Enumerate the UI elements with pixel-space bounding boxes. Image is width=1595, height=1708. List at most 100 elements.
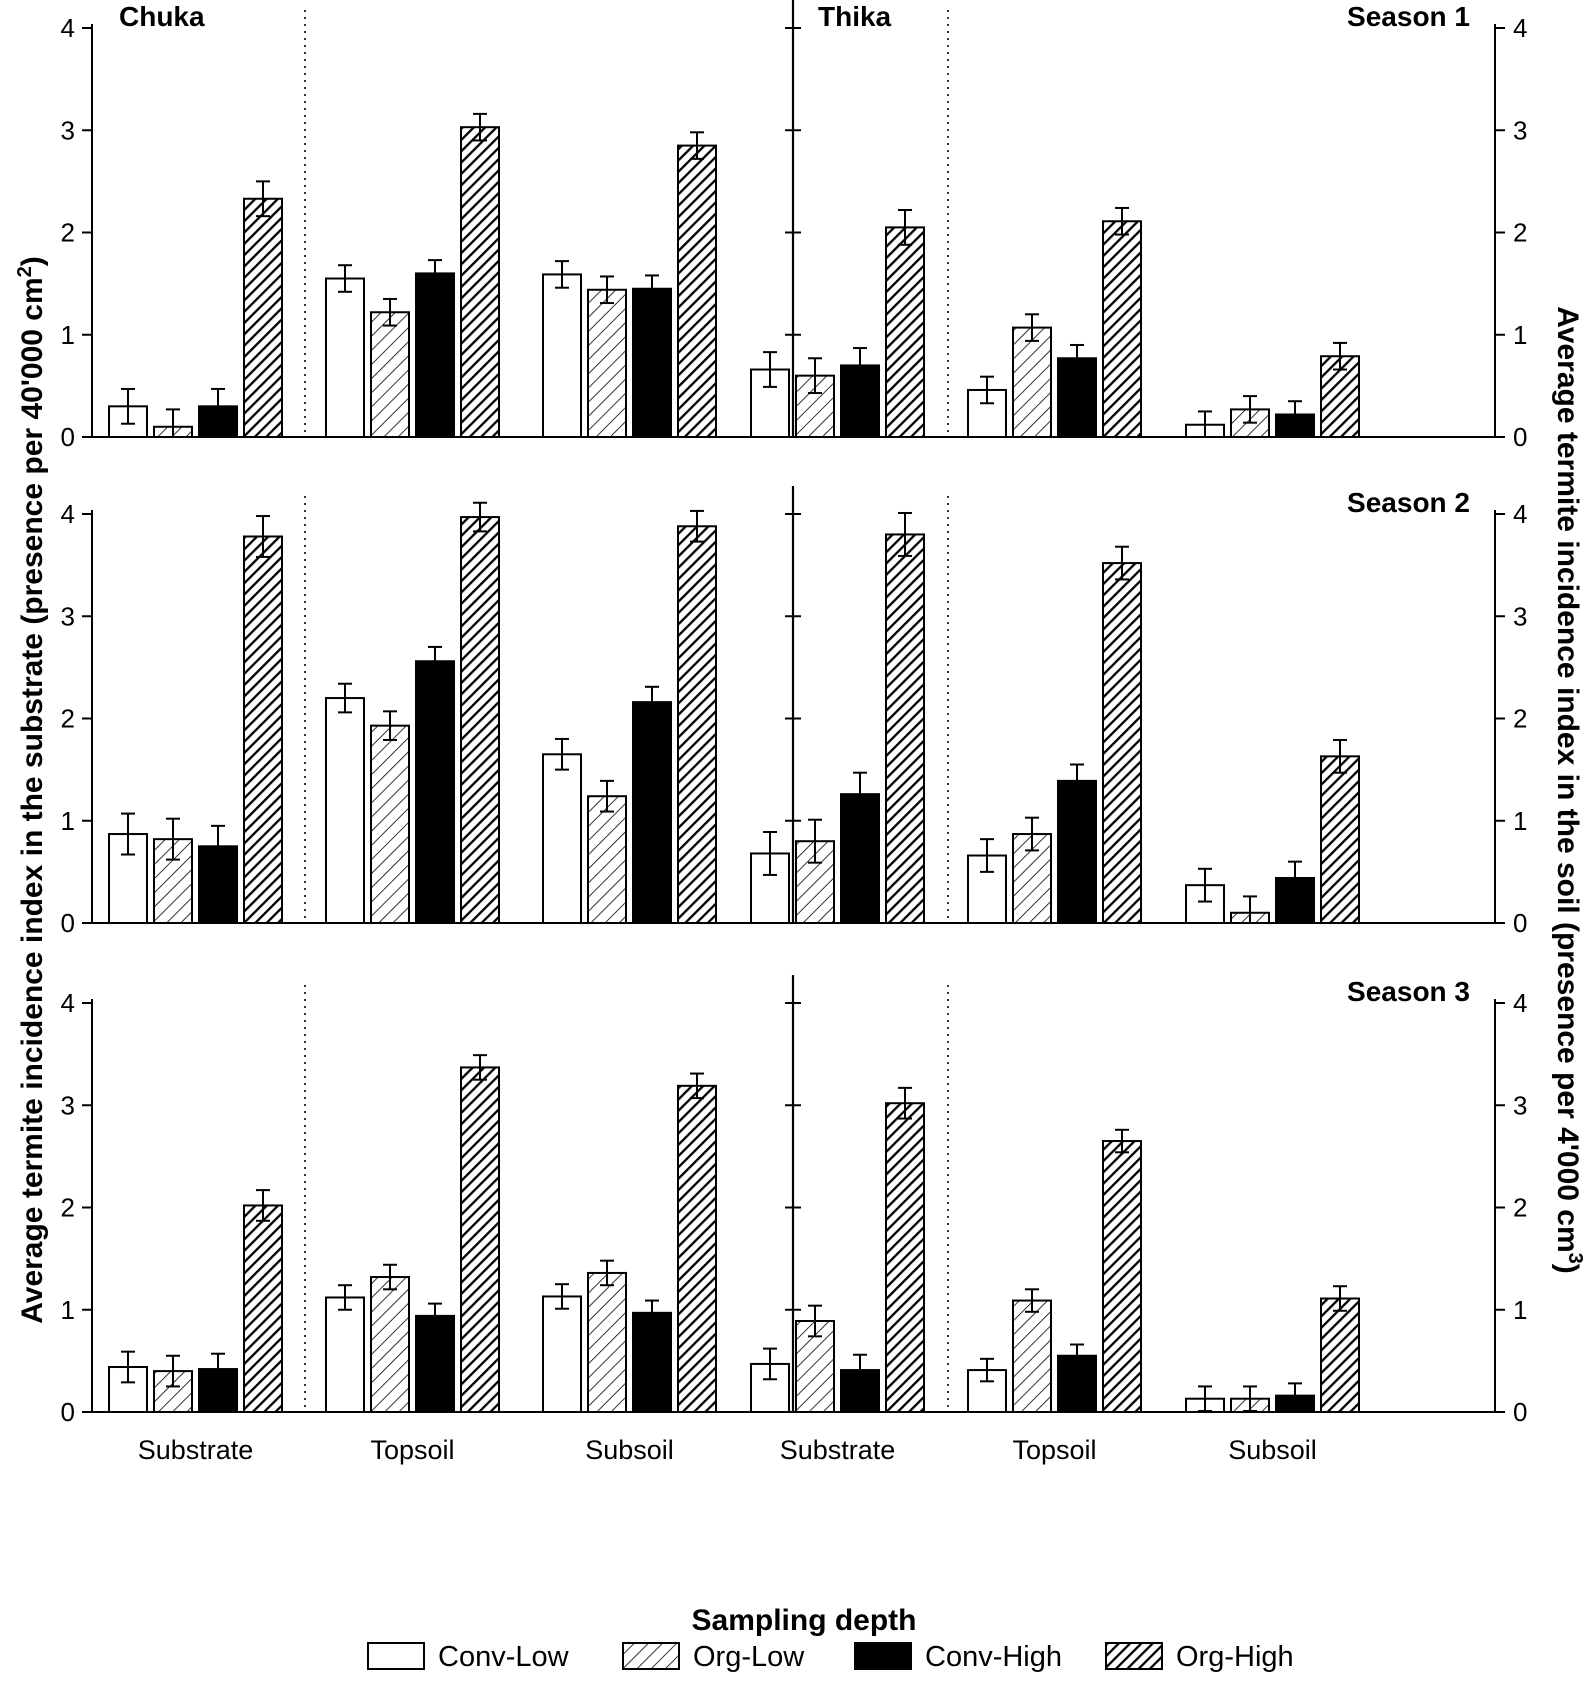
season-2-thika-topsoil-org-high-bar (1102, 562, 1142, 925)
legend-label-org-high: Org-High (1176, 1641, 1294, 1673)
y-axis-left-title-main: Average termite incidence index in the s… (16, 277, 49, 1323)
y-axis-right-title-superscript: 3 (1564, 1253, 1586, 1264)
legend-label-conv-high: Conv-High (925, 1641, 1062, 1673)
season-3-left-tick-label: 4 (61, 988, 75, 1018)
season-3-chuka-topsoil-org-high-bar (460, 1066, 500, 1413)
season-1-chuka-subsoil-conv-high-bar (632, 287, 672, 438)
season-2-chuka-subsoil-conv-low-bar (542, 753, 582, 924)
category-label-chuka-topsoil: Topsoil (370, 1435, 454, 1465)
season-2-label: Season 2 (1347, 487, 1470, 518)
season-3-chuka-topsoil-org-low-bar (370, 1276, 410, 1414)
season-1-right-tick-label: 4 (1513, 13, 1527, 43)
season-1-chuka-topsoil-conv-high-bar (415, 272, 455, 438)
season-3-left-tick-label: 3 (61, 1090, 75, 1120)
season-1-left-tick-label: 2 (61, 218, 75, 248)
season-3-label: Season 3 (1347, 976, 1470, 1007)
season-3-right-tick-label: 0 (1513, 1397, 1527, 1427)
category-label-thika-topsoil: Topsoil (1012, 1435, 1096, 1465)
legend-swatch-conv-low (367, 1642, 425, 1670)
season-3-right-tick-label: 2 (1513, 1193, 1527, 1223)
season-3-chuka-subsoil-org-high-bar (677, 1084, 717, 1413)
season-3-chuka-substrate-conv-high-bar (198, 1368, 238, 1414)
season-2-left-tick-label: 4 (61, 499, 75, 529)
season-3-left-tick-label: 0 (61, 1397, 75, 1427)
y-axis-left-title-superscript: 2 (14, 266, 36, 277)
legend-label-org-low: Org-Low (693, 1641, 805, 1673)
season-2-chuka-substrate-org-low-bar (153, 838, 193, 925)
season-2-thika-substrate-conv-high-bar (840, 793, 880, 924)
season-1-chuka-topsoil-org-high-bar (460, 126, 500, 439)
season-2-chuka-topsoil-conv-low-bar (325, 697, 365, 924)
category-label-chuka-subsoil: Subsoil (585, 1435, 674, 1465)
season-3-chuka-topsoil-conv-low-bar (325, 1296, 365, 1413)
season-1-thika-topsoil-org-low-bar (1012, 326, 1052, 438)
season-2-chuka-topsoil-conv-high-bar (415, 660, 455, 924)
season-3-thika-topsoil-conv-high-bar (1057, 1354, 1097, 1413)
season-3-thika-subsoil-org-high-bar (1320, 1297, 1360, 1413)
season-1-chuka-subsoil-conv-low-bar (542, 273, 582, 438)
legend-swatch-org-high (1105, 1642, 1163, 1670)
season-1-right-tick-label: 0 (1513, 422, 1527, 452)
x-axis-title: Sampling depth (692, 1604, 917, 1637)
y-axis-left-title: Average termite incidence index in the s… (14, 256, 49, 1324)
season-3-thika-topsoil-org-high-bar (1102, 1140, 1142, 1413)
season-2-thika-topsoil-conv-high-bar (1057, 779, 1097, 924)
season-1-thika-substrate-org-high-bar (885, 226, 925, 438)
season-2-right-tick-label: 2 (1513, 704, 1527, 734)
season-2-right-tick-label: 4 (1513, 499, 1527, 529)
season-1-left-tick-label: 4 (61, 13, 75, 43)
legend-swatch-conv-high (854, 1642, 912, 1670)
season-3-chuka-subsoil-conv-high-bar (632, 1311, 672, 1414)
plot-layer: 0 0 1 1 2 2 3 3 4 4 Season 1 Chuka Thika 0 0 1 1 2 2 3 3 4 4 Se… (61, 0, 1527, 1465)
season-2-chuka-subsoil-org-low-bar (587, 795, 627, 925)
season-1-chuka-substrate-org-high-bar (243, 197, 283, 438)
season-1-chuka-subsoil-org-low-bar (587, 288, 627, 439)
season-3-chuka-subsoil-conv-low-bar (542, 1295, 582, 1414)
season-2-chuka-topsoil-org-low-bar (370, 724, 410, 924)
season-2-left-tick-label: 3 (61, 601, 75, 631)
category-label-chuka-substrate: Substrate (138, 1435, 254, 1465)
season-2-right-tick-label: 0 (1513, 908, 1527, 938)
season-3-right-tick-label: 1 (1513, 1295, 1527, 1325)
season-2-chuka-subsoil-conv-high-bar (632, 701, 672, 925)
season-1-chuka-topsoil-conv-low-bar (325, 277, 365, 439)
season-2-chuka-topsoil-org-high-bar (460, 516, 500, 924)
season-2-chuka-substrate-org-high-bar (243, 535, 283, 924)
season-3-right-tick-label: 3 (1513, 1090, 1527, 1120)
y-axis-right-title-main: Average termite incidence index in the s… (1551, 306, 1584, 1252)
season-2-right-tick-label: 1 (1513, 806, 1527, 836)
category-label-thika-subsoil: Subsoil (1228, 1435, 1317, 1465)
season-1-left-tick-label: 0 (61, 422, 75, 452)
season-3-chuka-substrate-org-high-bar (243, 1204, 283, 1413)
legend-label-conv-low: Conv-Low (438, 1641, 570, 1673)
season-2-left-tick-label: 2 (61, 704, 75, 734)
season-2-left-tick-label: 1 (61, 806, 75, 836)
season-3-left-tick-label: 1 (61, 1295, 75, 1325)
season-1-right-tick-label: 1 (1513, 320, 1527, 350)
y-axis-right-title: Average termite incidence index in the s… (1551, 306, 1586, 1274)
season-1-right-tick-label: 2 (1513, 218, 1527, 248)
season-2-chuka-subsoil-org-high-bar (677, 525, 717, 925)
season-2-thika-substrate-org-high-bar (885, 533, 925, 924)
y-axis-left-title-end: ) (16, 256, 49, 266)
season-1-chuka-topsoil-org-low-bar (370, 311, 410, 439)
season-3-right-tick-label: 4 (1513, 988, 1527, 1018)
season-1-label: Season 1 (1347, 1, 1470, 32)
season-1-chuka-subsoil-org-high-bar (677, 144, 717, 438)
legend-swatch-org-low (622, 1642, 680, 1670)
season-1-thika-topsoil-org-high-bar (1102, 220, 1142, 438)
category-label-thika-substrate: Substrate (780, 1435, 896, 1465)
y-axis-right-title-end: ) (1551, 1264, 1584, 1274)
season-1-left-tick-label: 3 (61, 115, 75, 145)
season-2-left-tick-label: 0 (61, 908, 75, 938)
season-2-thika-subsoil-org-high-bar (1320, 755, 1360, 925)
season-1-left-tick-label: 1 (61, 320, 75, 350)
season-3-chuka-subsoil-org-low-bar (587, 1271, 627, 1413)
season-3-thika-substrate-org-high-bar (885, 1102, 925, 1413)
legend: Conv-Low Org-Low Conv-High Org-High (367, 1641, 1294, 1673)
season-1-right-tick-label: 3 (1513, 115, 1527, 145)
season-3-chuka-topsoil-conv-high-bar (415, 1314, 455, 1414)
season-2-right-tick-label: 3 (1513, 601, 1527, 631)
